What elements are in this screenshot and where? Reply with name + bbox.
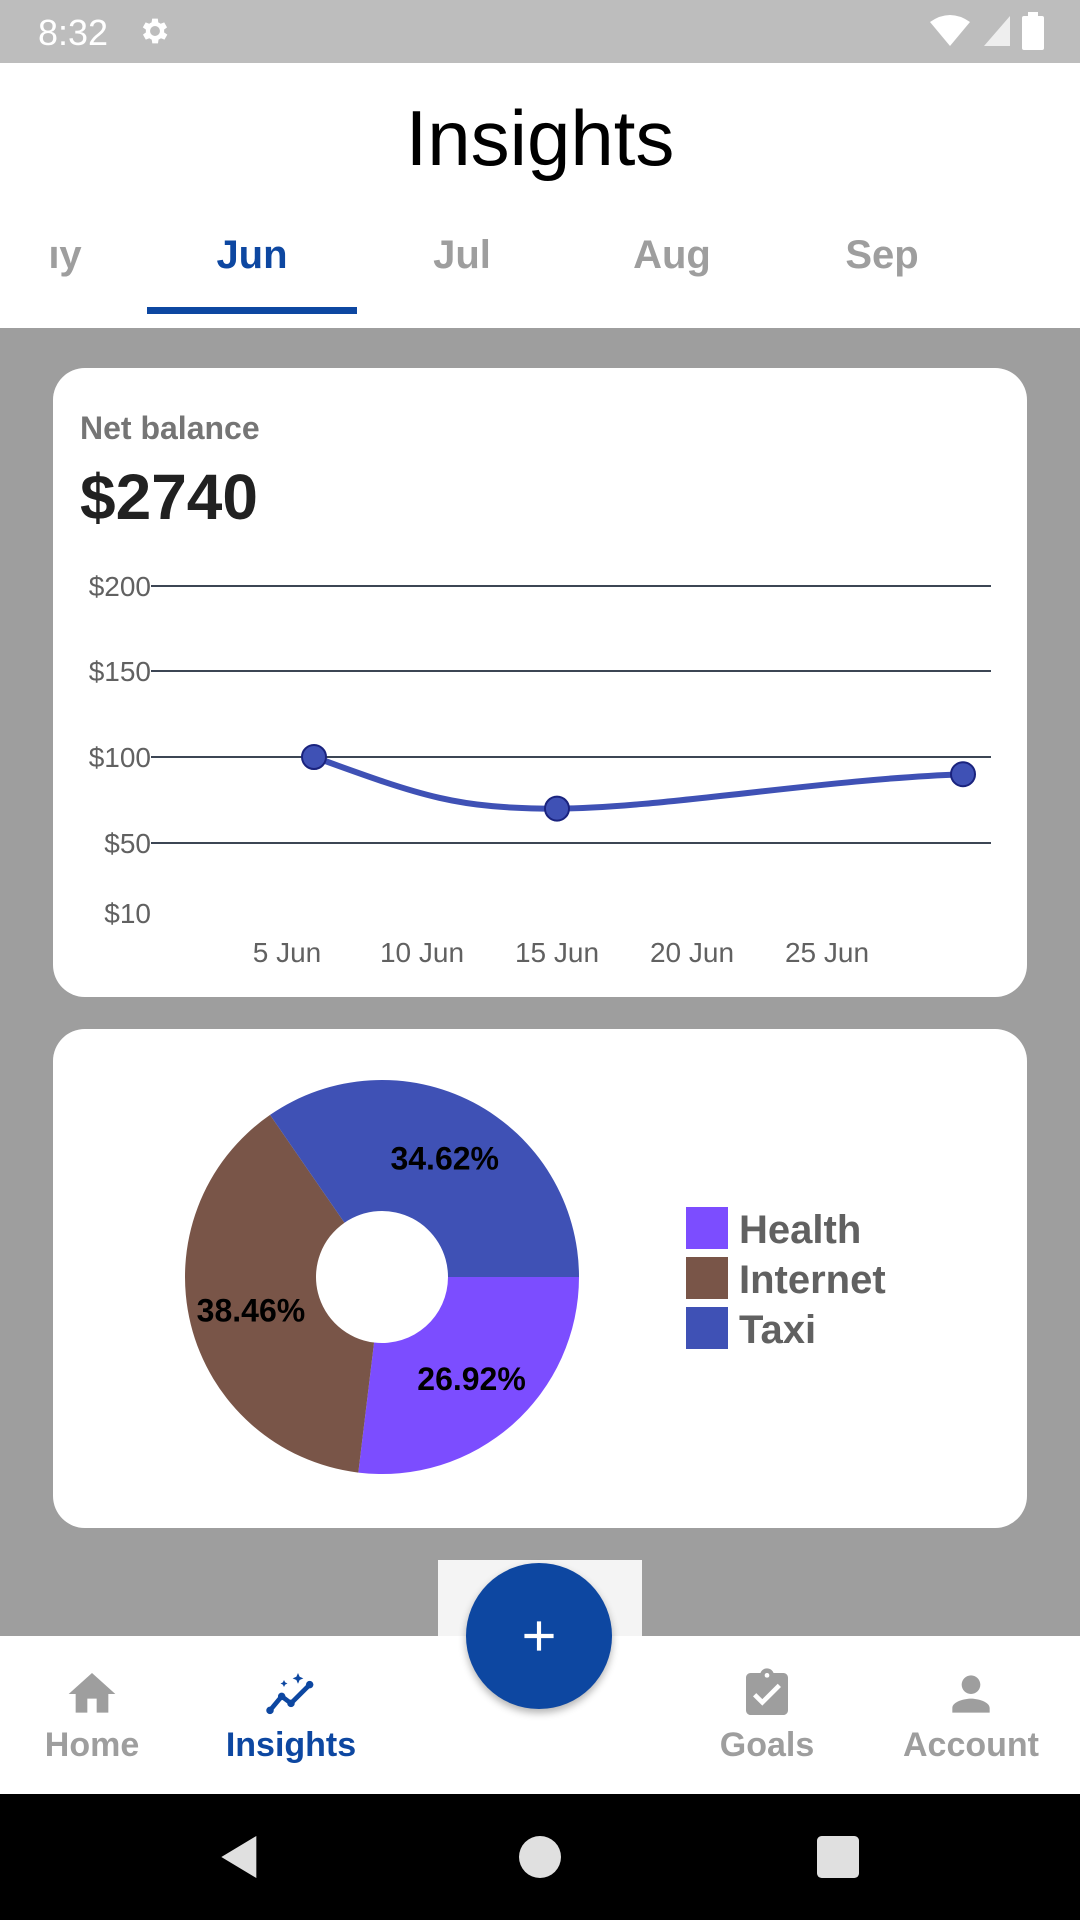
tab-aug[interactable]: Aug — [633, 233, 711, 277]
legend-label: Internet — [739, 1258, 886, 1302]
tab-jul[interactable]: Jul — [433, 233, 491, 277]
pie-slice — [185, 1114, 375, 1473]
system-navigation-bar — [0, 1794, 1080, 1920]
settings-gear-icon — [142, 18, 168, 44]
nav-account[interactable]: Account — [862, 1636, 1080, 1794]
insights-icon — [266, 1673, 314, 1715]
nav-goals-label: Goals — [719, 1726, 815, 1764]
month-tabs: ıy Jun Jul Aug Sep — [0, 213, 1080, 328]
cell-signal-icon — [984, 16, 1010, 46]
y-tick-label: $100 — [89, 742, 151, 773]
slice-percent-label: 38.46% — [197, 1292, 306, 1328]
back-icon[interactable] — [212, 1829, 268, 1885]
tab-sep[interactable]: Sep — [845, 233, 919, 277]
slice-percent-label: 34.62% — [390, 1140, 499, 1176]
wifi-icon — [930, 15, 970, 46]
nav-insights-label: Insights — [225, 1726, 357, 1764]
pie-slice — [270, 1080, 579, 1277]
page-title: Insights — [405, 94, 675, 182]
net-balance-card: Net balance $2740 $200 $150 $100 $50 $10 5 Ju… — [53, 368, 1027, 997]
home-icon — [68, 1673, 116, 1713]
recents-icon[interactable] — [810, 1829, 866, 1885]
status-icons — [928, 12, 1044, 50]
nav-home[interactable]: Home — [0, 1636, 184, 1794]
active-tab-indicator — [147, 307, 357, 314]
goals-clipboard-icon — [746, 1668, 788, 1715]
status-bar: 8:32 — [0, 0, 1080, 63]
nav-goals[interactable]: Goals — [672, 1636, 862, 1794]
y-tick-label: $200 — [89, 571, 151, 602]
pie-slice — [358, 1277, 579, 1474]
legend-swatch — [686, 1207, 728, 1249]
x-tick-label: 10 Jun — [380, 937, 464, 968]
app-header: Insights ıy Jun Jul Aug Sep — [0, 63, 1080, 328]
account-icon — [952, 1675, 990, 1713]
data-point — [950, 761, 976, 788]
home-circle-icon[interactable] — [512, 1829, 568, 1885]
nav-insights[interactable]: Insights — [184, 1636, 398, 1794]
slice-percent-label: 26.92% — [417, 1361, 526, 1397]
nav-account-label: Account — [903, 1726, 1039, 1764]
status-time: 8:32 — [38, 12, 109, 53]
data-point — [301, 744, 327, 770]
legend-swatch — [686, 1307, 728, 1349]
category-breakdown-card: 26.92% 38.46% 34.62% Health Internet Taxi — [53, 1029, 1027, 1528]
legend-label: Taxi — [739, 1308, 816, 1352]
x-tick-label: 5 Jun — [253, 937, 322, 968]
balance-line — [312, 754, 964, 812]
net-balance-value: $2740 — [80, 461, 258, 533]
balance-line-chart: $200 $150 $100 $50 $10 5 Jun 10 Jun 15 Jun 20 Ju… — [89, 571, 991, 968]
category-pie-chart: 26.92% 38.46% 34.62% Health Internet Taxi — [185, 1080, 886, 1474]
battery-icon — [1022, 12, 1044, 50]
y-tick-label: $150 — [89, 656, 151, 687]
data-point — [544, 795, 570, 822]
tab-jun[interactable]: Jun — [216, 233, 288, 277]
x-tick-label: 15 Jun — [515, 937, 599, 968]
legend-swatch — [686, 1257, 728, 1299]
legend-label: Health — [739, 1208, 861, 1252]
tab-may[interactable]: ıy — [48, 233, 82, 277]
nav-home-label: Home — [44, 1726, 140, 1764]
add-transaction-fab[interactable] — [466, 1563, 612, 1709]
net-balance-label: Net balance — [80, 410, 260, 446]
x-tick-label: 25 Jun — [785, 937, 869, 968]
y-tick-label: $50 — [104, 828, 151, 859]
x-tick-label: 20 Jun — [650, 937, 734, 968]
y-tick-label: $10 — [104, 898, 151, 929]
plus-icon — [524, 1621, 554, 1651]
